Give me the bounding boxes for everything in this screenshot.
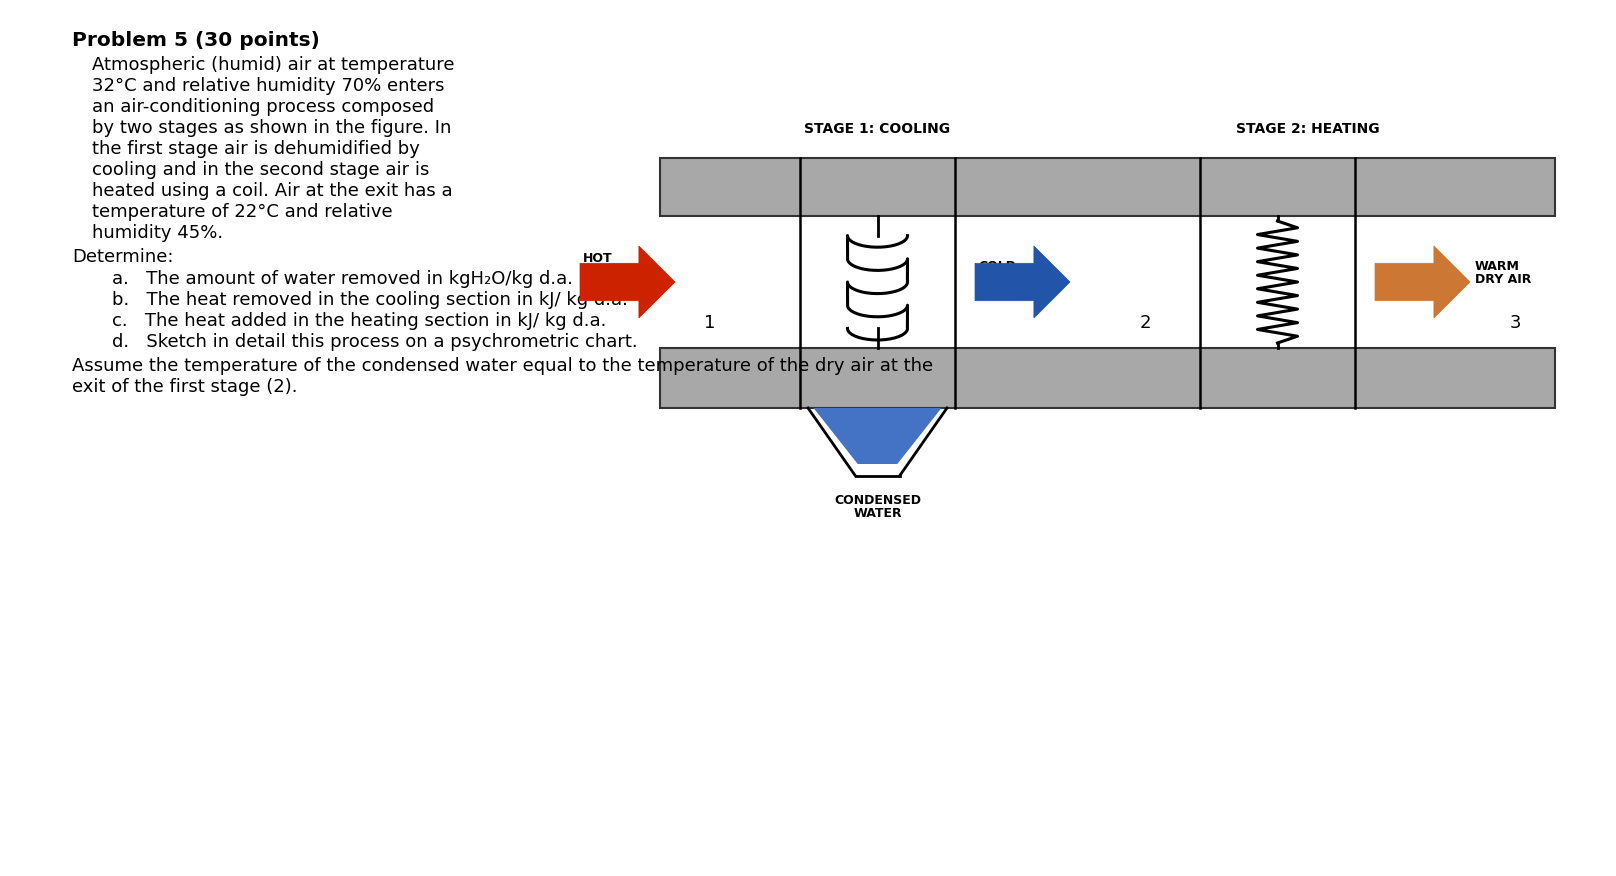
Polygon shape — [813, 408, 942, 464]
Text: humidity 45%.: humidity 45%. — [92, 224, 223, 242]
Text: a.   The amount of water removed in kgH₂O/kg d.a.: a. The amount of water removed in kgH₂O/… — [112, 270, 574, 288]
Text: STAGE 2: HEATING: STAGE 2: HEATING — [1236, 122, 1380, 136]
Text: HUMID: HUMID — [583, 265, 630, 278]
Polygon shape — [974, 246, 1070, 318]
Text: cooling and in the second stage air is: cooling and in the second stage air is — [92, 161, 430, 179]
Text: heated using a coil. Air at the exit has a: heated using a coil. Air at the exit has… — [92, 182, 452, 200]
Text: an air-conditioning process composed: an air-conditioning process composed — [92, 98, 435, 116]
Text: by two stages as shown in the figure. In: by two stages as shown in the figure. In — [92, 119, 451, 137]
Text: the first stage air is dehumidified by: the first stage air is dehumidified by — [92, 140, 420, 158]
Bar — [659, 348, 1555, 408]
Text: d.   Sketch in detail this process on a psychrometric chart.: d. Sketch in detail this process on a ps… — [112, 333, 638, 351]
Text: AIR: AIR — [583, 278, 606, 291]
Text: 3: 3 — [1509, 314, 1521, 332]
Text: WATER: WATER — [853, 507, 902, 520]
Bar — [659, 158, 1555, 216]
Text: STAGE 1: COOLING: STAGE 1: COOLING — [805, 122, 950, 136]
Text: exit of the first stage (2).: exit of the first stage (2). — [73, 378, 297, 396]
Text: WARM: WARM — [1475, 260, 1521, 273]
Text: COLD: COLD — [978, 260, 1016, 273]
Text: Atmospheric (humid) air at temperature: Atmospheric (humid) air at temperature — [92, 56, 454, 74]
Text: HOT: HOT — [583, 252, 612, 265]
Text: Problem 5 (30 points): Problem 5 (30 points) — [73, 31, 320, 50]
Text: 1: 1 — [705, 314, 716, 332]
Polygon shape — [1375, 246, 1471, 318]
Text: DRY AIR: DRY AIR — [978, 273, 1034, 286]
Text: Determine:: Determine: — [73, 248, 173, 266]
Text: Assume the temperature of the condensed water equal to the temperature of the dr: Assume the temperature of the condensed … — [73, 357, 932, 375]
Text: 32°C and relative humidity 70% enters: 32°C and relative humidity 70% enters — [92, 77, 444, 95]
Text: 2: 2 — [1139, 314, 1151, 332]
Text: temperature of 22°C and relative: temperature of 22°C and relative — [92, 203, 393, 221]
Text: DRY AIR: DRY AIR — [1475, 273, 1532, 286]
Polygon shape — [580, 246, 675, 318]
Text: c.   The heat added in the heating section in kJ/ kg d.a.: c. The heat added in the heating section… — [112, 312, 606, 330]
Text: b.   The heat removed in the cooling section in kJ/ kg d.a.: b. The heat removed in the cooling secti… — [112, 291, 629, 309]
Text: CONDENSED: CONDENSED — [834, 494, 921, 507]
